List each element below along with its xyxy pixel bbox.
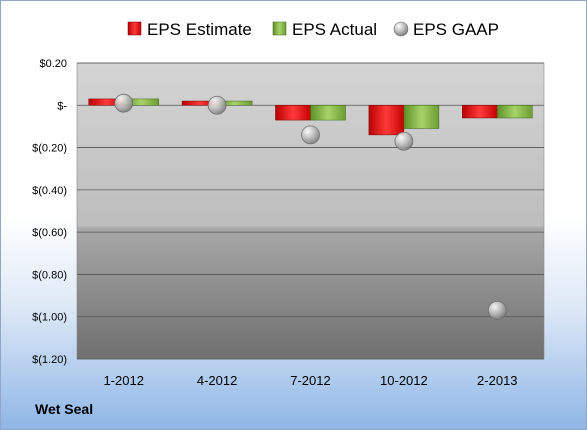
- plot-area: $0.20 $- $(0.20) $(0.40) $(0.60) $(0.80) $(1.0…: [32, 58, 545, 388]
- x-tick-label: 2-2013: [477, 373, 517, 388]
- legend: EPS Estimate EPS Actual EPS GAAP: [127, 20, 499, 39]
- bar-eps-actual: [310, 105, 346, 121]
- marker-eps-gaap: [207, 95, 227, 115]
- marker-eps-gaap: [487, 300, 507, 320]
- y-tick-label: $(1.00): [32, 312, 67, 324]
- y-tick-label: $0.20: [39, 58, 67, 70]
- company-label: Wet Seal: [35, 401, 94, 417]
- x-tick-label: 7-2012: [290, 373, 330, 388]
- bar-eps-estimate: [275, 105, 311, 121]
- bar-eps-estimate: [368, 105, 405, 136]
- marker-eps-gaap: [301, 125, 320, 145]
- y-tick-label: $(1.20): [32, 354, 67, 366]
- x-tick-label: 4-2012: [197, 373, 237, 388]
- legend-label: EPS Estimate: [147, 20, 252, 39]
- x-tick-label: 10-2012: [380, 373, 428, 388]
- marker-eps-gaap: [394, 131, 414, 151]
- y-tick-label: $(0.60): [32, 227, 67, 239]
- bar-eps-estimate: [462, 105, 498, 119]
- legend-label: EPS GAAP: [413, 20, 499, 39]
- marker-eps-gaap: [114, 93, 134, 113]
- legend-label: EPS Actual: [292, 20, 377, 39]
- legend-swatch-actual: [272, 21, 287, 36]
- legend-swatch-gaap: [393, 21, 409, 37]
- y-tick-label: $-: [57, 100, 67, 112]
- y-tick-label: $(0.80): [32, 269, 67, 281]
- bar-eps-actual: [497, 105, 533, 119]
- legend-swatch-estimate: [127, 21, 142, 36]
- bar-eps-actual: [403, 105, 440, 129]
- y-tick-label: $(0.20): [32, 143, 67, 155]
- x-tick-label: 1-2012: [103, 373, 143, 388]
- y-tick-label: $(0.40): [32, 185, 67, 197]
